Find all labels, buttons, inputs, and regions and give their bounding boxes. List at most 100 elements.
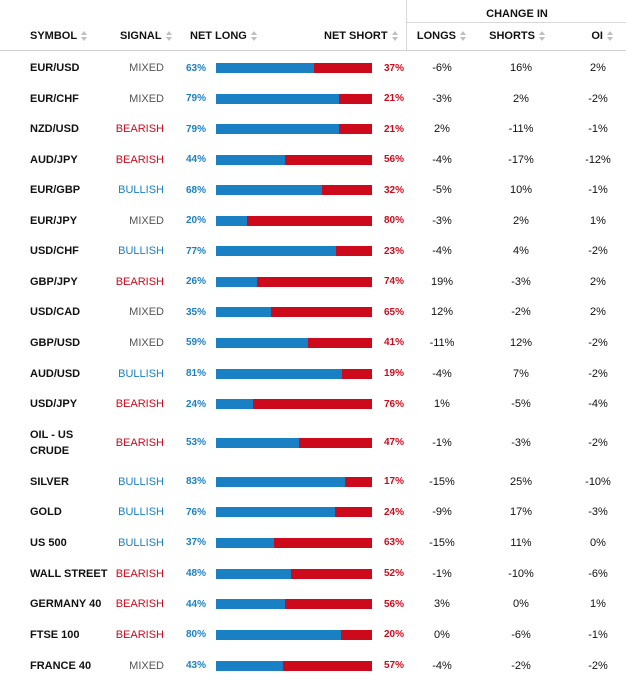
table-row[interactable]: NZD/USD BEARISH 79% 21% 2% -11% -1% (0, 114, 626, 144)
net-short-fill (342, 369, 372, 379)
net-short-fill (290, 569, 372, 579)
shorts-change-value: -10% (508, 567, 534, 580)
net-short-fill (339, 124, 372, 134)
net-position-bar (216, 124, 372, 134)
shorts-change-value: 25% (509, 475, 533, 488)
symbol-cell[interactable]: NZD/USD (30, 123, 79, 135)
table-row[interactable]: FTSE 100 BEARISH 80% 20% 0% -6% -1% (0, 619, 626, 650)
symbol-cell[interactable]: EUR/GBP (30, 184, 81, 196)
net-short-fill (284, 599, 372, 609)
sort-icon[interactable] (250, 31, 258, 42)
net-short-fill (270, 307, 372, 317)
table-row[interactable]: FRANCE 40 MIXED 43% 57% -4% -2% -2% (0, 650, 626, 681)
net-long-fill (216, 185, 323, 195)
symbol-cell[interactable]: USD/CAD (30, 306, 81, 318)
sort-icon[interactable] (460, 31, 467, 42)
column-header-symbol[interactable]: SYMBOL (30, 22, 88, 50)
sort-icon[interactable] (391, 31, 399, 42)
sort-icon[interactable] (165, 31, 173, 42)
net-long-fill (216, 477, 346, 487)
table-row[interactable]: OIL - US CRUDE BEARISH 53% 47% -1% -3% -2% (0, 419, 626, 466)
net-short-fill (253, 399, 372, 409)
signal-cell: MIXED (129, 62, 164, 74)
sort-icon[interactable] (607, 31, 614, 42)
shorts-change-value: 7% (513, 367, 529, 380)
net-short-value: 24% (383, 506, 404, 518)
net-position-bar (216, 63, 372, 73)
net-long-value: 53% (185, 437, 206, 448)
table-row[interactable]: GOLD BULLISH 76% 24% -9% 17% -3% (0, 497, 626, 527)
symbol-cell[interactable]: GBP/USD (30, 336, 81, 349)
signal-cell: BEARISH (115, 153, 164, 166)
table-row[interactable]: AUD/JPY BEARISH 44% 56% -4% -17% -12% (0, 144, 626, 175)
net-position-bar (216, 661, 372, 671)
table-row[interactable]: US 500 BULLISH 37% 63% -15% 11% 0% (0, 527, 626, 558)
net-long-value: 44% (185, 154, 206, 165)
column-header-oi[interactable]: OI (570, 22, 614, 50)
symbol-cell[interactable]: US 500 (30, 536, 67, 549)
symbol-cell[interactable]: USD/CHF (30, 245, 79, 257)
column-header-net-long[interactable]: NET LONG (190, 22, 258, 50)
signal-cell: BEARISH (115, 598, 164, 610)
table-row[interactable]: GERMANY 40 BEARISH 44% 56% 3% 0% 1% (0, 589, 626, 619)
net-long-value: 37% (185, 537, 206, 548)
table-row[interactable]: SILVER BULLISH 83% 17% -15% 25% -10% (0, 466, 626, 497)
table-row[interactable]: EUR/JPY MIXED 20% 80% -3% 2% 1% (0, 205, 626, 236)
column-header-signal[interactable]: SIGNAL (120, 22, 173, 50)
table-row[interactable]: EUR/USD MIXED 63% 37% -6% 16% 2% (0, 53, 626, 83)
oi-change-value: -2% (588, 245, 608, 257)
shorts-change-value: 11% (510, 536, 532, 549)
table-row[interactable]: USD/CAD MIXED 35% 65% 12% -2% 2% (0, 297, 626, 327)
symbol-cell[interactable]: SILVER (30, 475, 69, 488)
table-row[interactable]: USD/JPY BEARISH 24% 76% 1% -5% -4% (0, 389, 626, 419)
column-header-longs-label: LONGS (416, 30, 456, 42)
sort-icon[interactable] (81, 31, 88, 42)
shorts-change-value: 4% (513, 245, 529, 257)
column-header-signal-label: SIGNAL (120, 30, 162, 42)
symbol-cell[interactable]: GBP/JPY (30, 275, 78, 288)
column-header-net-short[interactable]: NET SHORT (324, 22, 399, 50)
table-row[interactable]: AUD/USD BULLISH 81% 19% -4% 7% -2% (0, 358, 626, 389)
table-row[interactable]: EUR/CHF MIXED 79% 21% -3% 2% -2% (0, 83, 626, 114)
column-header-longs[interactable]: LONGS (406, 22, 467, 50)
symbol-cell[interactable]: WALL STREET (30, 567, 108, 580)
net-short-fill (256, 277, 372, 287)
table-row[interactable]: GBP/USD MIXED 59% 41% -11% 12% -2% (0, 327, 626, 358)
table-row[interactable]: USD/CHF BULLISH 77% 23% -4% 4% -2% (0, 236, 626, 266)
symbol-cell[interactable]: EUR/JPY (30, 214, 78, 227)
symbol-cell[interactable]: FTSE 100 (30, 628, 80, 641)
table-row[interactable]: GBP/JPY BEARISH 26% 74% 19% -3% 2% (0, 266, 626, 297)
symbol-cell[interactable]: GERMANY 40 (30, 598, 102, 610)
signal-cell: BULLISH (118, 536, 164, 549)
net-long-value: 43% (185, 660, 206, 671)
table-row[interactable]: WALL STREET BEARISH 48% 52% -1% -10% -6% (0, 558, 626, 589)
oi-change-value: -1% (588, 123, 608, 135)
sort-icon[interactable] (539, 31, 546, 42)
longs-change-value: -5% (432, 184, 452, 196)
net-position-bar (216, 246, 372, 256)
symbol-cell[interactable]: AUD/USD (30, 367, 81, 380)
net-short-fill (247, 216, 372, 226)
table-row[interactable]: EUR/GBP BULLISH 68% 32% -5% 10% -1% (0, 175, 626, 205)
net-long-fill (216, 124, 340, 134)
net-position-bar (216, 630, 372, 640)
net-short-value: 21% (383, 123, 404, 135)
longs-change-value: -9% (432, 506, 452, 518)
column-header-oi-label: OI (591, 30, 603, 42)
symbol-cell[interactable]: OIL - US CRUDE (30, 428, 74, 457)
shorts-change-value: 2% (513, 92, 529, 105)
symbol-cell[interactable]: GOLD (30, 506, 62, 518)
net-long-fill (216, 599, 285, 609)
net-short-value: 76% (383, 398, 404, 410)
signal-cell: MIXED (129, 336, 164, 349)
symbol-cell[interactable]: USD/JPY (30, 398, 78, 410)
symbol-cell[interactable]: EUR/CHF (30, 92, 79, 105)
signal-cell: BEARISH (115, 436, 164, 449)
signal-cell: BEARISH (115, 628, 164, 641)
symbol-cell[interactable]: FRANCE 40 (30, 659, 92, 672)
net-long-value: 76% (185, 506, 206, 518)
symbol-cell[interactable]: AUD/JPY (30, 153, 78, 166)
column-header-shorts[interactable]: SHORTS (480, 22, 546, 50)
symbol-cell[interactable]: EUR/USD (30, 62, 80, 74)
longs-change-value: -3% (432, 92, 452, 105)
